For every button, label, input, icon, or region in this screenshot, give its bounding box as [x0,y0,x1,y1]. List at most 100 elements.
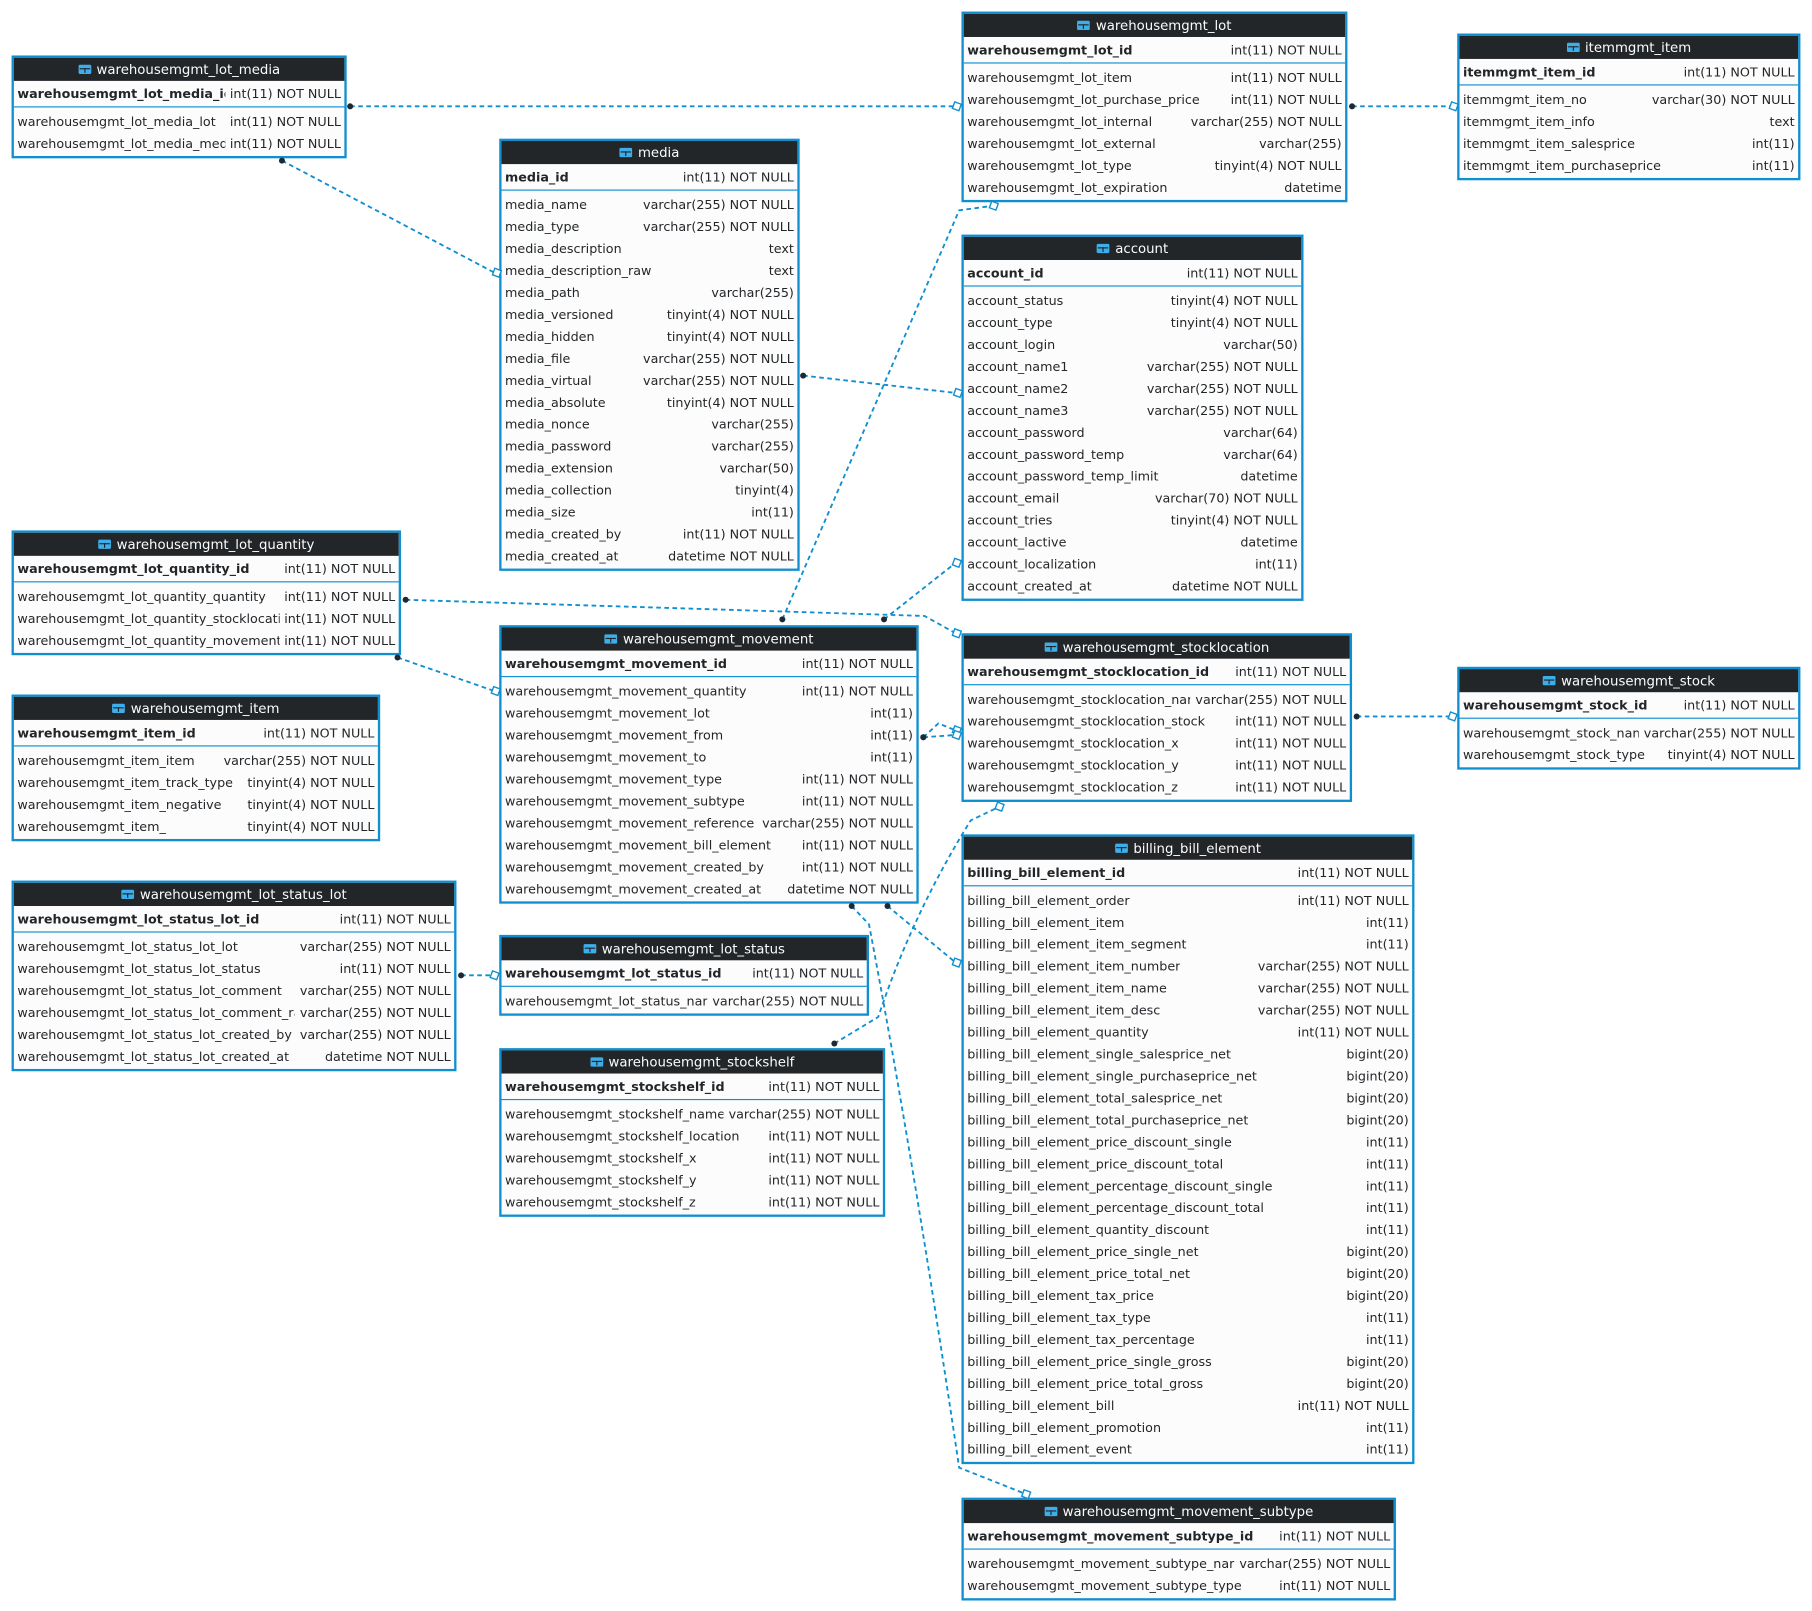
primary-key-row[interactable]: warehousemgmt_movement_subtype_id int(11… [963,1523,1394,1550]
relation-line[interactable] [881,557,963,623]
table-warehousemgmt-lot[interactable]: warehousemgmt_lot warehousemgmt_lot_id i… [961,11,1348,203]
primary-key-row[interactable]: warehousemgmt_lot_status_id int(11) NOT … [501,960,867,987]
column-row[interactable]: media_virtual varchar(255) NOT NULL [502,370,798,392]
column-row[interactable]: warehousemgmt_item_item varchar(255) NOT… [14,750,378,772]
column-row[interactable]: warehousemgmt_stocklocation_z int(11) NO… [964,777,1350,799]
column-row[interactable]: account_password_temp varchar(64) [964,444,1301,466]
table-header[interactable]: warehousemgmt_lot_status [501,937,867,961]
column-row[interactable]: media_created_by int(11) NOT NULL [502,523,798,545]
column-row[interactable]: warehousemgmt_movement_reference varchar… [502,812,917,834]
column-row[interactable]: account_created_at datetime NOT NULL [964,575,1301,597]
column-row[interactable]: account_email varchar(70) NOT NULL [964,488,1301,510]
column-row[interactable]: warehousemgmt_movement_subtype_name varc… [964,1553,1394,1575]
column-row[interactable]: billing_bill_element_percentage_discount… [964,1197,1412,1219]
column-row[interactable]: billing_bill_element_item_number varchar… [964,956,1412,978]
column-row[interactable]: warehousemgmt_movement_bill_element int(… [502,834,917,856]
column-row[interactable]: media_created_at datetime NOT NULL [502,545,798,567]
primary-key-row[interactable]: warehousemgmt_lot_id int(11) NOT NULL [963,37,1346,64]
table-header[interactable]: warehousemgmt_lot [963,13,1346,37]
relation-line[interactable] [458,969,500,981]
column-row[interactable]: billing_bill_element_price_total_net big… [964,1263,1412,1285]
column-row[interactable]: warehousemgmt_stock_name varchar(255) NO… [1460,722,1799,744]
column-row[interactable]: billing_bill_element_quantity int(11) NO… [964,1022,1412,1044]
column-row[interactable]: warehousemgmt_lot_item int(11) NOT NULL [964,67,1345,89]
column-row[interactable]: account_password varchar(64) [964,422,1301,444]
column-row[interactable]: warehousemgmt_item_ tinyint(4) NOT NULL [14,816,378,838]
column-row[interactable]: billing_bill_element_promotion int(11) [964,1417,1412,1439]
primary-key-row[interactable]: account_id int(11) NOT NULL [963,260,1302,287]
table-header[interactable]: media [501,140,798,165]
column-row[interactable]: warehousemgmt_lot_status_lot_comment_raw… [14,1002,454,1024]
column-row[interactable]: account_type tinyint(4) NOT NULL [964,312,1301,334]
relation-line[interactable] [347,100,963,112]
table-header[interactable]: itemmgmt_item [1459,35,1799,59]
column-row[interactable]: warehousemgmt_lot_status_name varchar(25… [502,990,867,1012]
column-row[interactable]: warehousemgmt_lot_status_lot_comment var… [14,980,454,1002]
column-row[interactable]: billing_bill_element_order int(11) NOT N… [964,890,1412,912]
column-row[interactable]: warehousemgmt_stockshelf_location int(11… [502,1126,883,1148]
column-row[interactable]: billing_bill_element_item_name varchar(2… [964,978,1412,1000]
table-warehousemgmt-stocklocation[interactable]: warehousemgmt_stocklocation warehousemgm… [961,633,1353,802]
column-row[interactable]: account_password_temp_limit datetime [964,466,1301,488]
column-row[interactable]: media_absolute tinyint(4) NOT NULL [502,392,798,414]
column-row[interactable]: account_localization int(11) [964,554,1301,576]
primary-key-row[interactable]: warehousemgmt_lot_media_id int(11) NOT N… [13,81,345,108]
column-row[interactable]: billing_bill_element_percentage_discount… [964,1175,1412,1197]
table-warehousemgmt-movement-subtype[interactable]: warehousemgmt_movement_subtype warehouse… [961,1497,1396,1601]
column-row[interactable]: account_status tinyint(4) NOT NULL [964,290,1301,312]
table-header[interactable]: warehousemgmt_stocklocation [963,635,1350,659]
primary-key-row[interactable]: media_id int(11) NOT NULL [501,164,798,191]
column-row[interactable]: account_name1 varchar(255) NOT NULL [964,356,1301,378]
column-row[interactable]: warehousemgmt_movement_subtype int(11) N… [502,790,917,812]
relation-line[interactable] [884,902,963,968]
column-row[interactable]: warehousemgmt_stocklocation_stock int(11… [964,711,1350,733]
table-warehousemgmt-item[interactable]: warehousemgmt_item warehousemgmt_item_id… [11,694,381,842]
column-row[interactable]: media_file varchar(255) NOT NULL [502,348,798,370]
column-row[interactable]: billing_bill_element_quantity_discount i… [964,1219,1412,1241]
column-row[interactable]: billing_bill_element_single_salesprice_n… [964,1044,1412,1066]
column-row[interactable]: account_tries tinyint(4) NOT NULL [964,510,1301,532]
column-row[interactable]: warehousemgmt_movement_created_at dateti… [502,878,917,900]
column-row[interactable]: warehousemgmt_stock_type tinyint(4) NOT … [1460,744,1799,766]
table-header[interactable]: billing_bill_element [963,836,1413,860]
column-row[interactable]: account_login varchar(50) [964,334,1301,356]
table-header[interactable]: warehousemgmt_item [13,696,378,720]
column-row[interactable]: media_type varchar(255) NOT NULL [502,216,798,238]
column-row[interactable]: billing_bill_element_tax_percentage int(… [964,1329,1412,1351]
table-warehousemgmt-lot-quantity[interactable]: warehousemgmt_lot_quantity warehousemgmt… [11,530,401,656]
column-row[interactable]: media_collection tinyint(4) [502,480,798,502]
column-row[interactable]: billing_bill_element_tax_price bigint(20… [964,1285,1412,1307]
column-row[interactable]: warehousemgmt_lot_media_lot int(11) NOT … [14,111,345,133]
column-row[interactable]: warehousemgmt_lot_status_lot_lot varchar… [14,936,454,958]
column-row[interactable]: media_hidden tinyint(4) NOT NULL [502,326,798,348]
primary-key-row[interactable]: billing_bill_element_id int(11) NOT NULL [963,860,1413,887]
column-row[interactable]: media_nonce varchar(255) [502,414,798,436]
primary-key-row[interactable]: warehousemgmt_movement_id int(11) NOT NU… [501,651,917,678]
primary-key-row[interactable]: warehousemgmt_stock_id int(11) NOT NULL [1459,692,1799,719]
column-row[interactable]: media_path varchar(255) [502,282,798,304]
column-row[interactable]: warehousemgmt_lot_media_media int(11) NO… [14,133,345,155]
relation-line[interactable] [920,722,963,741]
column-row[interactable]: warehousemgmt_stocklocation_x int(11) NO… [964,733,1350,755]
primary-key-row[interactable]: warehousemgmt_item_id int(11) NOT NULL [13,720,378,747]
column-row[interactable]: warehousemgmt_movement_from int(11) [502,725,917,747]
column-row[interactable]: billing_bill_element_item_segment int(11… [964,934,1412,956]
column-row[interactable]: warehousemgmt_lot_status_lot_created_by … [14,1024,454,1046]
column-row[interactable]: account_name3 varchar(255) NOT NULL [964,400,1301,422]
column-row[interactable]: warehousemgmt_lot_external varchar(255) [964,133,1345,155]
column-row[interactable]: warehousemgmt_stockshelf_z int(11) NOT N… [502,1191,883,1213]
column-row[interactable]: billing_bill_element_total_purchaseprice… [964,1109,1412,1131]
column-row[interactable]: warehousemgmt_stockshelf_name varchar(25… [502,1104,883,1126]
column-row[interactable]: warehousemgmt_movement_subtype_type int(… [964,1575,1394,1597]
relation-line[interactable] [394,654,502,697]
column-row[interactable]: billing_bill_element_item_desc varchar(2… [964,1000,1412,1022]
column-row[interactable]: warehousemgmt_lot_status_lot_created_at … [14,1046,454,1068]
table-header[interactable]: warehousemgmt_movement [501,627,917,651]
column-row[interactable]: warehousemgmt_stockshelf_x int(11) NOT N… [502,1148,883,1170]
column-row[interactable]: warehousemgmt_item_negative tinyint(4) N… [14,794,378,816]
column-row[interactable]: media_description text [502,238,798,260]
column-row[interactable]: billing_bill_element_price_single_gross … [964,1351,1412,1373]
primary-key-row[interactable]: itemmgmt_item_id int(11) NOT NULL [1459,59,1799,86]
column-row[interactable]: media_extension varchar(50) [502,458,798,480]
column-row[interactable]: billing_bill_element_price_discount_tota… [964,1153,1412,1175]
